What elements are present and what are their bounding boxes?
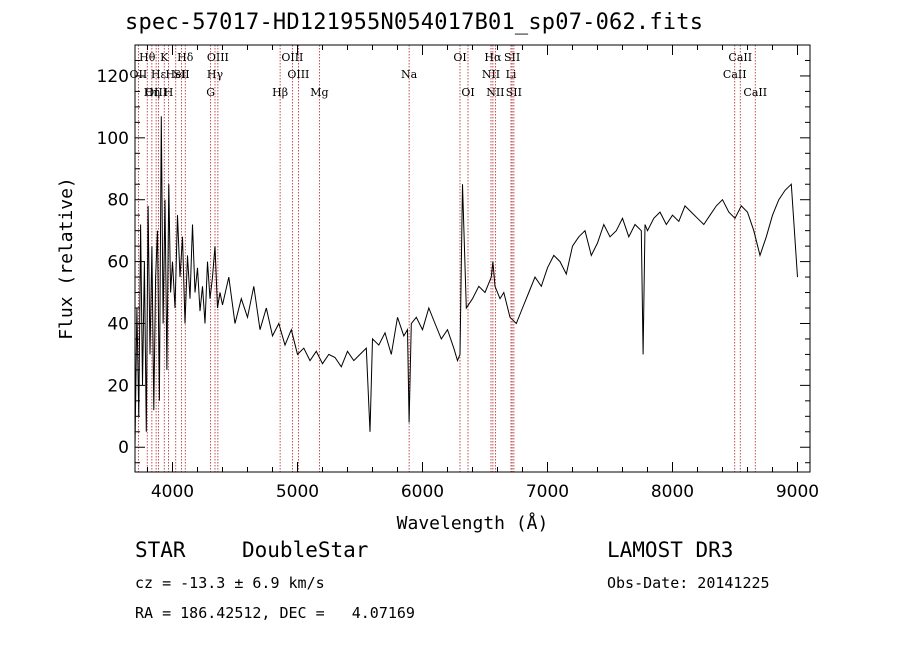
object-class: STAR [135,538,186,562]
spectral-line-label: OIII [281,51,303,64]
y-tick-label: 60 [107,253,129,273]
spectral-line-label: G [206,86,215,99]
object-subclass: DoubleStar [242,538,369,562]
spectral-line-label: Hγ [207,68,224,81]
x-tick-label: 7000 [526,482,569,502]
spectral-line-label: SII [506,86,522,99]
plot-frame [134,44,811,473]
spectral-line-label: Na [401,68,418,81]
y-axis-label: Flux (relative) [56,177,77,340]
y-tick-label: 100 [97,129,129,149]
x-axis-label: Wavelength (Å) [397,512,549,534]
spectral-line-label: CaII [723,68,747,81]
coordinates-readout: RA = 186.42512, DEC = 4.07169 [135,604,415,622]
obs-date: Obs-Date: 20141225 [607,574,770,592]
spectral-line-label: H [164,86,174,99]
x-tick-label: 8000 [651,482,694,502]
spectral-line-label: Hθ [139,51,156,64]
spectral-line-label: CaII [728,51,752,64]
page-title: spec-57017-HD121955N054017B01_sp07-062.f… [125,10,704,35]
y-tick-label: 20 [107,376,129,396]
x-tick-label: 6000 [401,482,444,502]
spectral-line-label: Hα [484,51,502,64]
spectral-line-label: OII [130,68,148,81]
axis-ticks: 4000 5000 6000 7000 8000 9000 0 20 40 60 80 100 120 [97,45,819,502]
x-tick-label: 5000 [276,482,319,502]
y-tick-label: 120 [97,67,129,87]
x-tick-label: 9000 [776,482,819,502]
spectral-line-label: Li [506,68,517,81]
spectral-line-label: NII [486,86,504,99]
spectral-line-label: HeI [166,68,186,81]
spectral-line-markers [137,45,756,472]
spectral-line-label: Hδ [177,51,194,64]
spectral-line-label: OIII [145,86,167,99]
survey-name: LAMOST DR3 [607,538,734,562]
spectral-line-label: OI [461,86,474,99]
spectral-line-label: CaII [743,86,767,99]
spectral-line-label: SII [173,68,189,81]
redshift-readout: cz = -13.3 ± 6.9 km/s [135,574,325,592]
spectral-line-label: Hβ [272,86,288,99]
y-tick-label: 80 [107,191,129,211]
spectral-line-label: OIII [207,51,229,64]
spectrum-line [134,116,798,448]
spectral-line-label: OI [453,51,466,64]
spectral-line-label: NII [482,68,500,81]
spectral-line-label: SII [504,51,520,64]
spectral-line-label: Hη [144,86,160,99]
y-tick-label: 0 [118,438,129,458]
spectral-line-label: OIII [287,68,309,81]
spectral-line-label: Mg [310,86,328,99]
y-tick-label: 40 [107,314,129,334]
spectral-line-label: Hε [151,68,167,81]
x-tick-label: 4000 [151,482,194,502]
spectrum-series [134,116,798,448]
spectral-line-label: K [160,51,169,64]
